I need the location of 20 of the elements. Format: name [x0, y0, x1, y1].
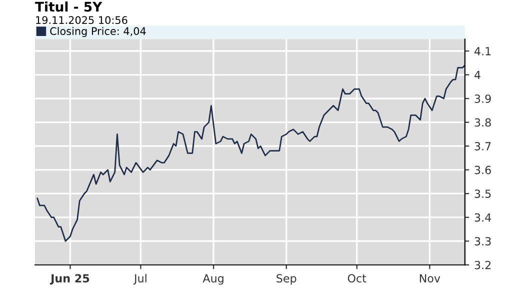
y-tick-label: 3.9: [474, 94, 491, 103]
chart-title: Titul - 5Y: [35, 2, 102, 12]
x-tick-label: Aug: [202, 274, 224, 285]
legend-label: Closing Price: 4,04: [50, 26, 146, 38]
line-series: [36, 64, 465, 242]
y-tick-label: 3.4: [474, 213, 491, 222]
y-tick-label: 3.2: [474, 260, 491, 270]
y-tick-label: 3.3: [474, 237, 491, 246]
x-tick-label: Jul: [133, 274, 146, 285]
y-tick-label: 4.1: [474, 47, 491, 56]
y-tick-label: 3.7: [474, 142, 491, 150]
x-tick-label: Sep: [276, 274, 296, 285]
x-tick-label: Jun 25: [50, 274, 90, 285]
y-tick-label: 4: [474, 70, 480, 79]
y-tick-label: 3.5: [474, 190, 491, 198]
chart-subtitle: 19.11.2025 10:56: [36, 16, 128, 24]
y-tick-label: 3.6: [474, 166, 491, 174]
x-tick-label: Oct: [348, 274, 366, 283]
y-tick-label: 3.8: [474, 118, 491, 127]
x-tick-label: Nov: [420, 274, 440, 283]
